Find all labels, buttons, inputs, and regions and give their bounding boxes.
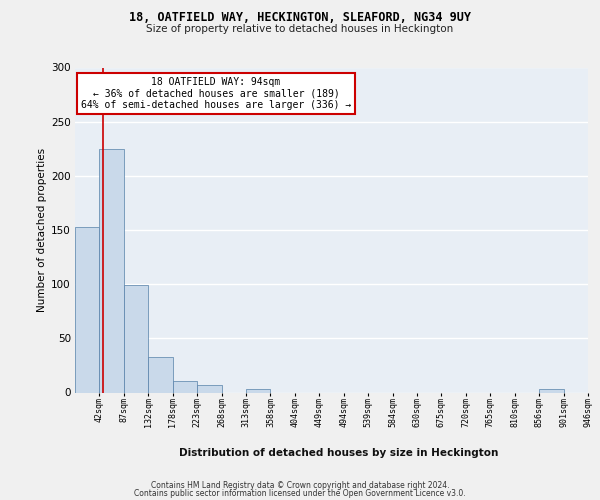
- Bar: [197, 385, 221, 392]
- Text: 18, OATFIELD WAY, HECKINGTON, SLEAFORD, NG34 9UY: 18, OATFIELD WAY, HECKINGTON, SLEAFORD, …: [129, 11, 471, 24]
- Text: Contains HM Land Registry data © Crown copyright and database right 2024.: Contains HM Land Registry data © Crown c…: [151, 481, 449, 490]
- Bar: [173, 380, 197, 392]
- Text: Distribution of detached houses by size in Heckington: Distribution of detached houses by size …: [179, 448, 499, 458]
- Y-axis label: Number of detached properties: Number of detached properties: [37, 148, 47, 312]
- Bar: [148, 357, 173, 392]
- Bar: [246, 389, 271, 392]
- Bar: [124, 285, 148, 393]
- Text: Contains public sector information licensed under the Open Government Licence v3: Contains public sector information licen…: [134, 488, 466, 498]
- Text: Size of property relative to detached houses in Heckington: Size of property relative to detached ho…: [146, 24, 454, 34]
- Bar: [539, 389, 563, 392]
- Text: 18 OATFIELD WAY: 94sqm
← 36% of detached houses are smaller (189)
64% of semi-de: 18 OATFIELD WAY: 94sqm ← 36% of detached…: [81, 77, 351, 110]
- Bar: [75, 227, 100, 392]
- Bar: [100, 149, 124, 392]
